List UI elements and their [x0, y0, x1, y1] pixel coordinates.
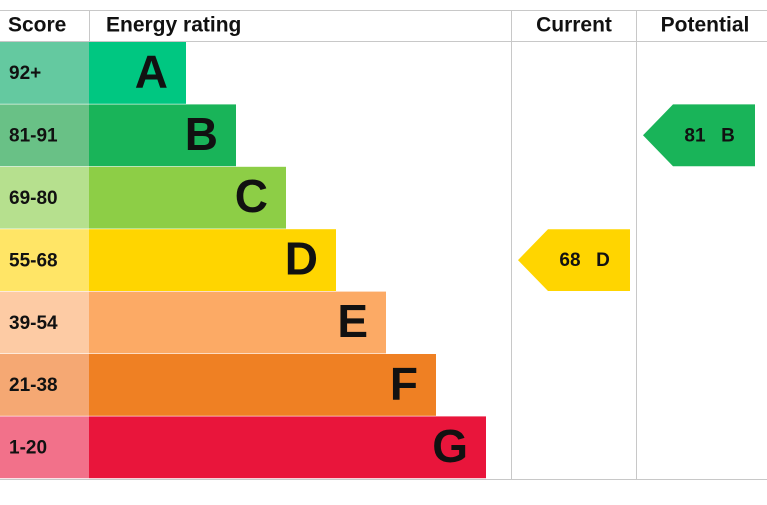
current-header: Current [536, 14, 612, 37]
rating-letter: F [390, 357, 418, 409]
current-letter: D [596, 250, 610, 271]
score-range: 69-80 [9, 188, 58, 209]
score-range: 39-54 [9, 313, 58, 334]
current-value: 68 [559, 250, 580, 271]
rating-letter: B [185, 108, 218, 160]
rating-letter: E [337, 295, 368, 347]
rating-bar [89, 354, 436, 416]
rating-header: Energy rating [106, 14, 241, 37]
rating-bar [89, 416, 486, 479]
score-header: Score [8, 14, 66, 37]
current-arrow [518, 229, 630, 291]
rating-letter: D [285, 233, 318, 285]
rating-bar [89, 42, 186, 104]
score-cell [0, 166, 89, 229]
potential-arrow [643, 104, 755, 167]
score-range: 21-38 [9, 375, 58, 396]
rating-bar [89, 166, 286, 229]
score-cell [0, 291, 89, 354]
potential-header: Potential [661, 14, 750, 37]
score-range: 1-20 [9, 438, 47, 459]
potential-value: 81 [684, 125, 706, 146]
score-cell [0, 416, 89, 479]
score-range: 55-68 [9, 250, 58, 271]
rating-bar [89, 229, 336, 291]
rating-letter: G [432, 420, 468, 472]
potential-letter: B [721, 125, 735, 146]
score-cell [0, 42, 89, 104]
score-cell [0, 104, 89, 167]
score-range: 92+ [9, 63, 41, 84]
rating-bar [89, 291, 386, 354]
rating-letter: C [235, 170, 268, 222]
score-range: 81-91 [9, 126, 58, 147]
rating-letter: A [135, 45, 168, 97]
score-cell [0, 354, 89, 416]
rating-bar [89, 104, 236, 167]
score-cell [0, 229, 89, 291]
